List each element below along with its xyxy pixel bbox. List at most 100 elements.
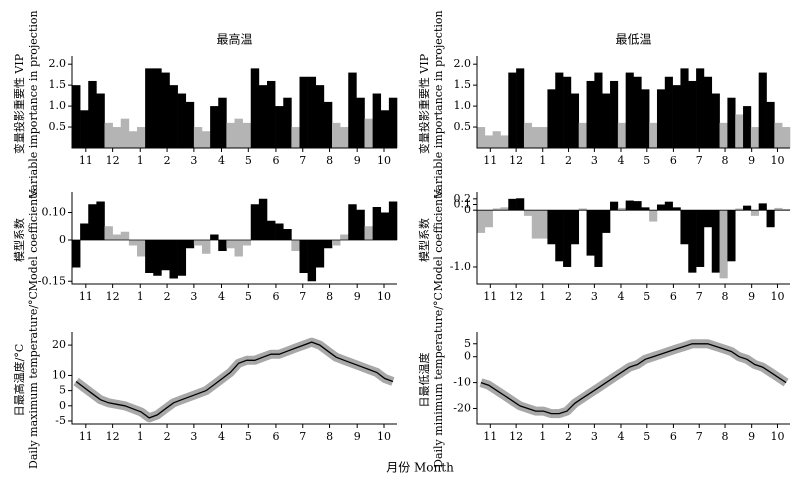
bar [193,240,203,246]
bar [696,68,705,148]
bar [523,122,533,148]
bar [96,93,105,148]
bar [633,76,642,148]
bar [492,208,501,211]
bar [177,93,187,148]
bar [96,201,105,240]
bar [523,210,533,216]
bar [388,97,398,148]
x-tick-label: 6 [670,430,677,443]
bar [656,89,666,148]
bar [516,68,525,148]
bar [315,240,325,268]
bar [664,201,673,211]
bar [104,226,113,240]
bar [299,240,308,273]
bar [758,72,767,148]
bar [137,240,146,257]
bar [711,210,720,273]
x-tick-label: 6 [272,290,279,303]
x-tick-label: 9 [748,290,755,303]
bar [711,93,720,148]
bar [218,97,227,148]
bar [477,127,486,148]
x-tick-label: 2 [565,430,572,443]
y-tick-label: -10 [453,376,471,389]
x-tick-label: 7 [696,154,703,167]
x-tick-label: 4 [218,154,225,167]
bar [104,122,113,148]
y-tick-label: 5 [59,384,66,397]
x-tick-label: 10 [770,290,784,303]
bar [610,201,619,211]
x-tick-label: 7 [696,430,703,443]
x-tick-label: 8 [722,154,729,167]
bar [72,85,81,148]
bar [275,106,284,148]
x-tick-label: 12 [106,290,120,303]
bar [672,207,681,211]
bar [672,85,681,148]
y-axis-label: 日最低温度 [417,353,431,408]
bar [283,229,292,240]
y-tick-label: 1.0 [49,99,67,112]
bar [555,72,564,148]
bar [743,205,752,211]
x-tick-label: 2 [565,154,572,167]
bar [492,131,501,148]
y-axis-label: 变量投影重要性 VIP [12,53,26,154]
x-tick-label: 2 [164,154,171,167]
bar [372,93,382,148]
y-axis-label: 日最高温度/°C [12,344,26,417]
y-axis-label: Daily maximum temperature/°C [27,291,40,469]
bar [72,240,81,268]
bar [145,240,154,273]
y-tick-label: 1.5 [454,78,472,91]
bar [185,240,195,249]
x-tick-label: 1 [137,430,144,443]
y-tick-label: -1.0 [450,260,471,273]
bar [218,240,227,251]
y-axis-label: 模型系数 [417,218,431,262]
x-tick-label: 8 [722,290,729,303]
bar [719,122,728,148]
y-tick-label: 0 [59,233,66,246]
x-tick-label: 11 [79,430,93,443]
bar [649,122,658,148]
bar [782,209,791,211]
bar [477,210,486,233]
y-tick-label: 0 [464,350,471,363]
x-tick-label: 5 [245,154,252,167]
y-tick-label: 10 [52,368,66,381]
bar [153,68,162,148]
y-tick-label: 0 [464,203,471,216]
axis [476,192,790,285]
bar [169,85,178,148]
x-tick-label: 12 [509,154,523,167]
bar [743,106,752,148]
band [479,339,789,419]
bar [547,89,556,148]
bar [177,240,187,276]
x-tick-label: 9 [354,154,361,167]
bar [610,80,619,148]
x-tick-label: 10 [770,430,784,443]
bar [88,204,97,240]
bar [594,210,603,267]
bar [283,97,292,148]
x-tick-label: 11 [79,154,93,167]
bar [372,207,382,240]
bar [641,207,650,211]
bar [307,240,317,282]
x-tick-label: 4 [617,290,624,303]
bar [80,223,89,240]
y-tick-label: 5 [464,337,471,350]
y-tick-label: 1.5 [49,78,67,91]
x-tick-label: 8 [722,430,729,443]
bar [735,114,744,148]
bar [641,89,650,148]
x-tick-label: 8 [326,154,333,167]
x-tick-label: 2 [164,430,171,443]
x-tick-label: 11 [79,290,93,303]
